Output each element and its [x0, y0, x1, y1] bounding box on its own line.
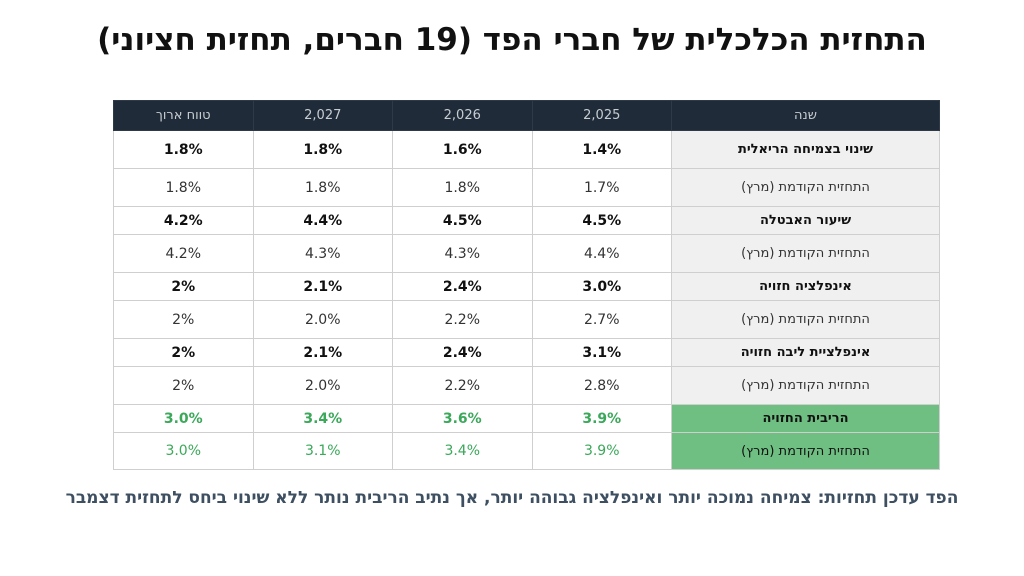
row-label: שיעור האבטלה	[671, 206, 940, 235]
table-header-row: שנה 2,025 2,026 2,027 טווח ארוך	[113, 100, 940, 131]
cell-value: 1.8%	[113, 130, 254, 169]
cell-value: 1.7%	[531, 168, 672, 207]
cell-value: 4.2%	[113, 206, 254, 235]
row-label: התחזית הקודמת (מרץ)	[671, 300, 940, 339]
cell-value: 2.2%	[392, 366, 533, 405]
cell-value: 2.0%	[252, 366, 393, 405]
cell-value: 2.1%	[252, 338, 393, 367]
table-row-real-growth: שינוי בצמיחה הריאלית 1.4% 1.6% 1.8% 1.8%	[113, 130, 940, 169]
table-row-unemployment-prev: התחזית הקודמת (מרץ) 4.4% 4.3% 4.3% 4.2%	[113, 234, 940, 273]
table-row-real-growth-prev: התחזית הקודמת (מרץ) 1.7% 1.8% 1.8% 1.8%	[113, 168, 940, 207]
table-row-core-inflation: אינפלציית ליבה חזויה 3.1% 2.4% 2.1% 2%	[113, 338, 940, 367]
table-row-core-inflation-prev: התחזית הקודמת (מרץ) 2.8% 2.2% 2.0% 2%	[113, 366, 940, 405]
cell-value: 4.4%	[252, 206, 393, 235]
cell-value: 2%	[113, 272, 254, 301]
row-label: אינפלציית ליבה חזויה	[671, 338, 940, 367]
cell-value: 2%	[113, 366, 254, 405]
row-label: שינוי בצמיחה הריאלית	[671, 130, 940, 169]
row-label: התחזית הקודמת (מרץ)	[671, 366, 940, 405]
cell-value: 2%	[113, 300, 254, 339]
cell-value: 4.4%	[531, 234, 672, 273]
cell-value: 3.9%	[531, 432, 672, 470]
table-row-unemployment: שיעור האבטלה 4.5% 4.5% 4.4% 4.2%	[113, 206, 940, 235]
cell-value: 1.4%	[531, 130, 672, 169]
cell-value: 3.0%	[113, 432, 254, 470]
cell-value: 1.8%	[113, 168, 254, 207]
cell-value: 3.9%	[531, 404, 672, 433]
cell-value: 2.2%	[392, 300, 533, 339]
cell-value: 1.8%	[252, 168, 393, 207]
cell-value: 3.0%	[531, 272, 672, 301]
row-label: התחזית הקודמת (מרץ)	[671, 234, 940, 273]
cell-value: 2.4%	[392, 338, 533, 367]
header-2026: 2,026	[392, 100, 533, 131]
cell-value: 3.0%	[113, 404, 254, 433]
header-long-run: טווח ארוך	[113, 100, 254, 131]
cell-value: 4.5%	[392, 206, 533, 235]
cell-value: 2.0%	[252, 300, 393, 339]
cell-value: 1.8%	[392, 168, 533, 207]
row-label: אינפלציה חזויה	[671, 272, 940, 301]
table-row-inflation: אינפלציה חזויה 3.0% 2.4% 2.1% 2%	[113, 272, 940, 301]
cell-value: 4.3%	[252, 234, 393, 273]
cell-value: 3.4%	[392, 432, 533, 470]
row-label: התחזית הקודמת (מרץ)	[671, 432, 940, 470]
header-year: שנה	[671, 100, 940, 131]
cell-value: 4.5%	[531, 206, 672, 235]
cell-value: 1.6%	[392, 130, 533, 169]
cell-value: 4.3%	[392, 234, 533, 273]
forecast-table: שנה 2,025 2,026 2,027 טווח ארוך שינוי בצ…	[113, 100, 940, 470]
cell-value: 4.2%	[113, 234, 254, 273]
cell-value: 3.1%	[252, 432, 393, 470]
page-title: התחזית הכלכלית של חברי הפד (19 חברים, תח…	[97, 22, 927, 58]
table-row-interest-rate-prev: התחזית הקודמת (מרץ) 3.9% 3.4% 3.1% 3.0%	[113, 432, 940, 470]
cell-value: 3.1%	[531, 338, 672, 367]
row-label: התחזית הקודמת (מרץ)	[671, 168, 940, 207]
cell-value: 2.7%	[531, 300, 672, 339]
table-row-interest-rate: הריבית החזויה 3.9% 3.6% 3.4% 3.0%	[113, 404, 940, 433]
cell-value: 3.6%	[392, 404, 533, 433]
cell-value: 1.8%	[252, 130, 393, 169]
table-row-inflation-prev: התחזית הקודמת (מרץ) 2.7% 2.2% 2.0% 2%	[113, 300, 940, 339]
row-label: הריבית החזויה	[671, 404, 940, 433]
header-2025: 2,025	[531, 100, 672, 131]
cell-value: 2.8%	[531, 366, 672, 405]
header-2027: 2,027	[252, 100, 393, 131]
cell-value: 3.4%	[252, 404, 393, 433]
cell-value: 2.1%	[252, 272, 393, 301]
cell-value: 2.4%	[392, 272, 533, 301]
footnote: הפד עדכן תחזיות: צמיחה נמוכה יותר ואינפל…	[65, 488, 959, 508]
cell-value: 2%	[113, 338, 254, 367]
